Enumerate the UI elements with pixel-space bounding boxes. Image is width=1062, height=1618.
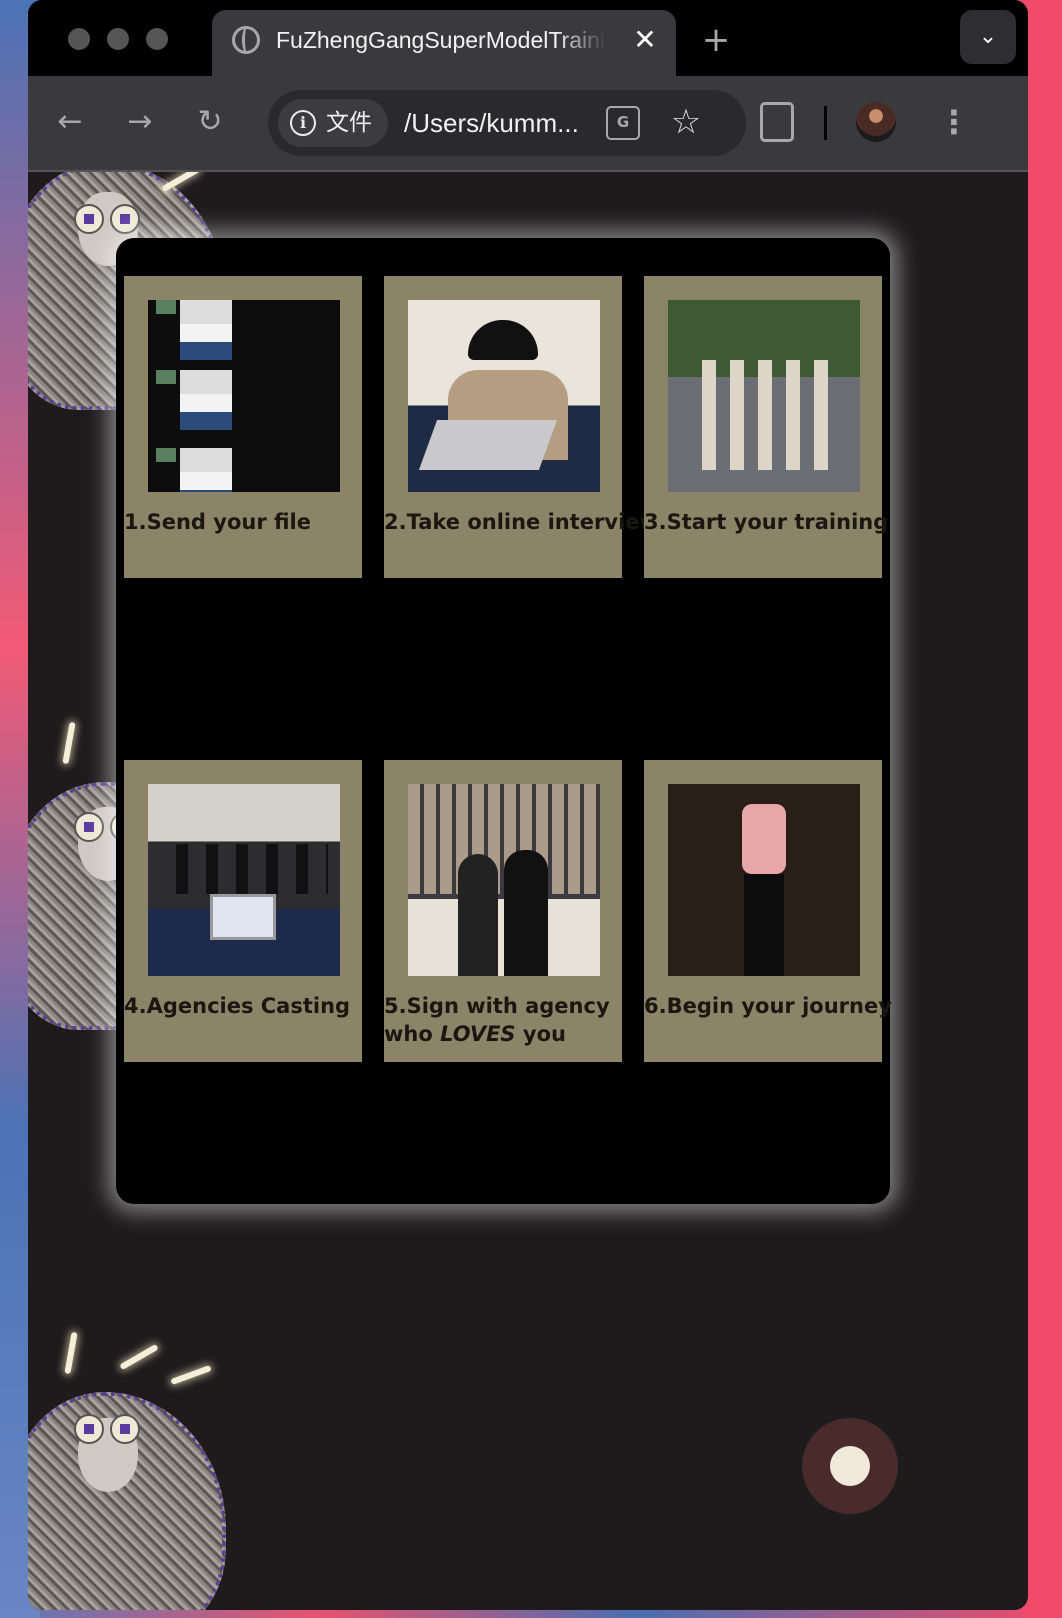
globe-icon bbox=[232, 26, 260, 54]
fab-dot-icon bbox=[830, 1446, 870, 1486]
window-minimize-button[interactable] bbox=[107, 28, 129, 50]
browser-toolbar: ← → ↻ i 文件 /Users/kumm... G ☆ ⋮ bbox=[28, 76, 1028, 172]
step-label: 5.Sign with agency who LOVES you bbox=[384, 994, 610, 1046]
tab-search-button[interactable]: ⌄ bbox=[960, 10, 1016, 64]
step-photo-casting bbox=[148, 784, 340, 976]
page-viewport: 1.Send your file 2.Take online interview… bbox=[28, 172, 1028, 1610]
step-photo-agency bbox=[408, 784, 600, 976]
step-photo-send-file bbox=[148, 300, 340, 492]
window-close-button[interactable] bbox=[68, 28, 90, 50]
back-icon[interactable]: ← bbox=[57, 104, 83, 139]
more-menu-icon[interactable]: ⋮ bbox=[938, 103, 970, 141]
toolbar-separator bbox=[824, 106, 827, 140]
step-card-6[interactable]: 6.Begin your journey bbox=[644, 760, 892, 1062]
forward-icon[interactable]: → bbox=[127, 104, 153, 139]
step-photo-interview bbox=[408, 300, 600, 492]
step-card-5[interactable]: 5.Sign with agency who LOVES you bbox=[384, 760, 622, 1062]
step-label: 2.Take online interview bbox=[384, 510, 659, 534]
tab-active[interactable]: FuZhengGangSuperModelTraining ✕ bbox=[212, 10, 676, 78]
step-label: 6.Begin your journey bbox=[644, 994, 892, 1018]
desktop-background-right bbox=[1022, 0, 1062, 1618]
new-tab-button[interactable]: + bbox=[701, 20, 731, 60]
reload-icon[interactable]: ↻ bbox=[197, 104, 223, 139]
address-bar[interactable]: i 文件 /Users/kumm... G ☆ bbox=[268, 90, 746, 156]
step-card-2[interactable]: 2.Take online interview bbox=[384, 276, 659, 578]
step-card-3[interactable]: 3.Start your training bbox=[644, 276, 888, 578]
translate-icon[interactable]: G bbox=[606, 106, 640, 140]
window-zoom-button[interactable] bbox=[146, 28, 168, 50]
browser-window: FuZhengGangSuperModelTraining ✕ + ⌄ ← → … bbox=[28, 0, 1028, 1610]
site-info-chip[interactable]: i 文件 bbox=[278, 99, 388, 147]
url-text[interactable]: /Users/kumm... bbox=[404, 108, 579, 138]
extensions-puzzle-icon[interactable] bbox=[760, 102, 794, 142]
close-tab-icon[interactable]: ✕ bbox=[633, 23, 657, 56]
floating-action-button[interactable] bbox=[802, 1418, 898, 1514]
step-label: 1.Send your file bbox=[124, 510, 311, 534]
site-info-label: 文件 bbox=[326, 110, 372, 136]
step-photo-runway bbox=[668, 784, 860, 976]
step-label: 3.Start your training bbox=[644, 510, 889, 534]
bookmark-star-icon[interactable]: ☆ bbox=[670, 102, 702, 142]
tab-strip: FuZhengGangSuperModelTraining ✕ + ⌄ bbox=[28, 0, 1028, 78]
profile-avatar[interactable] bbox=[856, 102, 896, 142]
step-label: 4.Agencies Casting bbox=[124, 994, 351, 1018]
decorative-figure-bottom bbox=[28, 1331, 228, 1610]
step-card-4[interactable]: 4.Agencies Casting bbox=[124, 760, 362, 1062]
steps-panel: 1.Send your file 2.Take online interview… bbox=[116, 238, 892, 1204]
step-card-1[interactable]: 1.Send your file bbox=[124, 276, 362, 578]
info-icon: i bbox=[290, 110, 316, 136]
step-photo-training bbox=[668, 300, 860, 492]
tab-title: FuZhengGangSuperModelTraining bbox=[276, 27, 606, 53]
